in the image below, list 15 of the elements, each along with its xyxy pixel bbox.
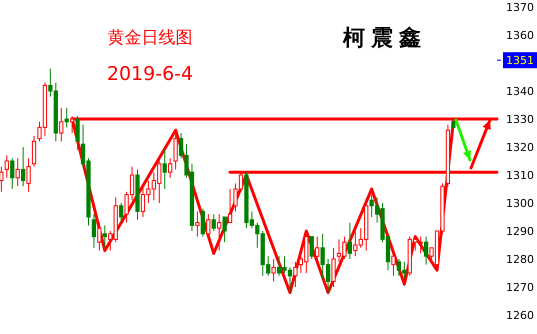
y-tick-label: 1260	[506, 309, 534, 322]
y-tick-label: 1320	[506, 141, 534, 154]
y-tick-label: 1300	[506, 197, 534, 210]
y-tick-label: 1290	[506, 225, 534, 238]
y-tick-label: 1370	[506, 1, 534, 14]
y-tick-label: 1340	[506, 85, 534, 98]
subtitle: 2019-6-4	[106, 63, 194, 85]
annotation: 柯震鑫	[343, 25, 427, 51]
y-tick-label: 1270	[506, 281, 534, 294]
y-tick-label: 1330	[506, 113, 534, 126]
ref-line-label: 1351	[506, 54, 534, 68]
y-tick-label: 1310	[506, 169, 534, 182]
y-tick-label: 1280	[506, 253, 534, 266]
y-tick-label: 1360	[506, 29, 534, 42]
title: 黄金日线图	[108, 28, 192, 48]
